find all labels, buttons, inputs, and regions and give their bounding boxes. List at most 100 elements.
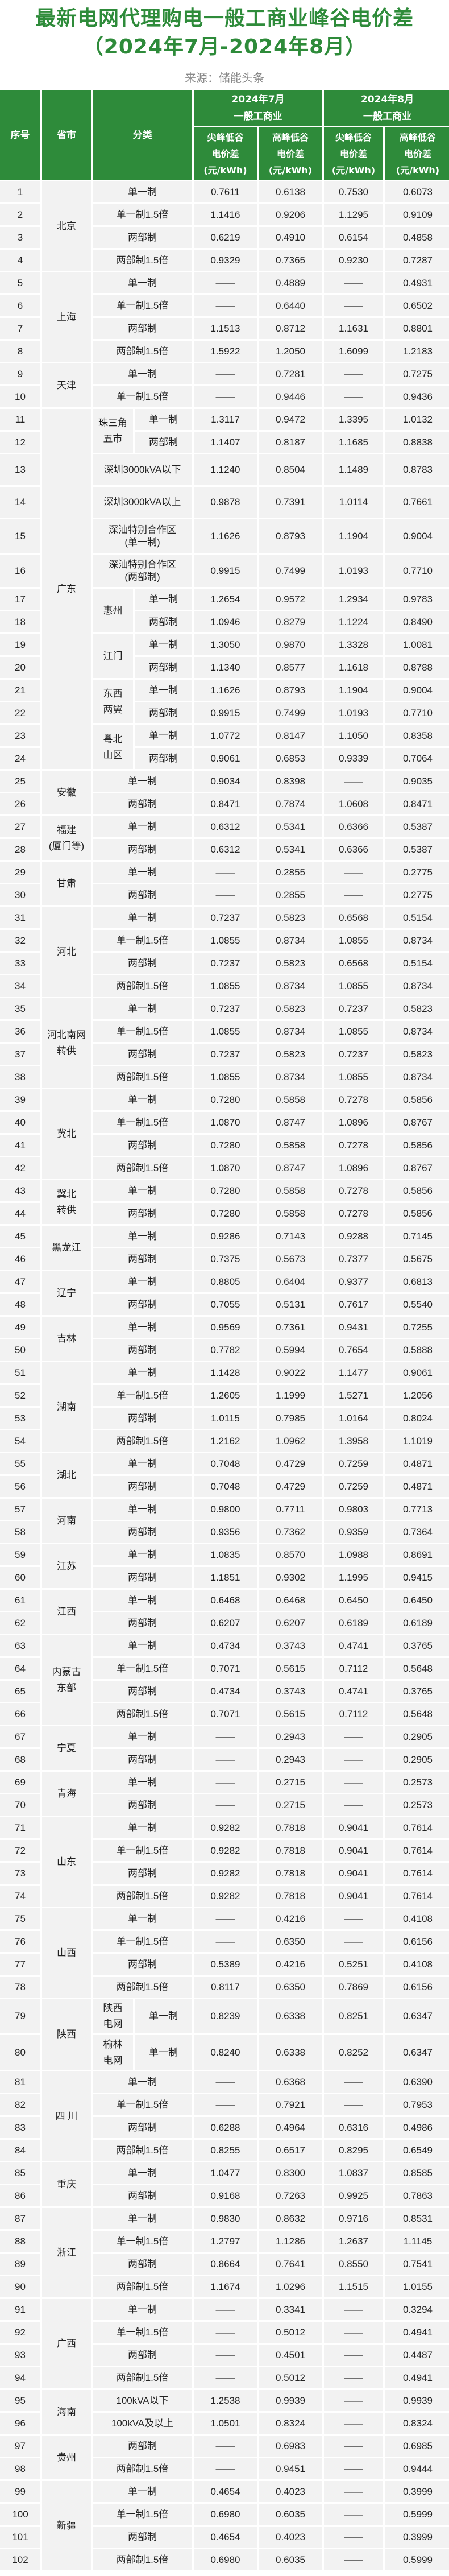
value-aug-high-valley: 0.7710 bbox=[385, 555, 449, 587]
value-aug-peak-valley: 1.0193 bbox=[324, 555, 383, 587]
value-aug-peak-valley: —— bbox=[324, 2322, 383, 2343]
value-aug-peak-valley: 1.1050 bbox=[324, 725, 383, 746]
value-aug-high-valley: 0.5823 bbox=[385, 998, 449, 1019]
value-jul-high-valley: 0.5858 bbox=[259, 1180, 322, 1201]
value-jul-high-valley: 0.7818 bbox=[259, 1886, 322, 1907]
value-aug-high-valley: 0.9004 bbox=[385, 680, 449, 701]
category-cell: 两部制 bbox=[93, 2345, 192, 2366]
value-aug-peak-valley: 0.9925 bbox=[324, 2185, 383, 2206]
value-aug-peak-valley: —— bbox=[324, 2413, 383, 2434]
value-jul-high-valley: 0.5012 bbox=[259, 2322, 322, 2343]
value-aug-peak-valley: 1.2637 bbox=[324, 2231, 383, 2252]
table-row: 82 单一制1.5倍 —— 0.7921 —— 0.7953 bbox=[0, 2094, 449, 2115]
row-number: 53 bbox=[0, 1408, 40, 1429]
row-number: 75 bbox=[0, 1908, 40, 1929]
category-cell: 单一制 bbox=[135, 409, 192, 430]
category-cell: 单一制 bbox=[93, 1362, 192, 1383]
value-jul-high-valley: 0.4910 bbox=[259, 227, 322, 248]
category-cell: 单一制1.5倍 bbox=[93, 1840, 192, 1861]
row-number: 76 bbox=[0, 1931, 40, 1952]
table-row: 29 甘肃 单一制 —— 0.2855 —— 0.2775 bbox=[0, 862, 449, 905]
value-jul-peak-valley: 0.7237 bbox=[194, 998, 257, 1019]
table-row: 12 两部制 1.1407 0.8187 1.1685 0.8838 bbox=[0, 432, 449, 453]
province-cell: 宁夏 bbox=[42, 1726, 91, 1770]
value-jul-peak-valley: 1.0946 bbox=[194, 611, 257, 632]
value-aug-high-valley: 0.7614 bbox=[385, 1886, 449, 1907]
value-jul-peak-valley: —— bbox=[194, 1772, 257, 1793]
table-row: 4 两部制1.5倍 0.9329 0.7365 0.9230 0.7287 bbox=[0, 250, 449, 271]
table-row: 44 两部制 0.7280 0.5858 0.7278 0.5856 bbox=[0, 1203, 449, 1224]
row-number: 102 bbox=[0, 2549, 40, 2570]
value-aug-high-valley: 0.3294 bbox=[385, 2299, 449, 2320]
row-number: 12 bbox=[0, 432, 40, 453]
value-aug-peak-valley: 0.6366 bbox=[324, 839, 383, 860]
value-jul-peak-valley: 0.7375 bbox=[194, 1248, 257, 1270]
category-cell: 两部制 bbox=[93, 2117, 192, 2138]
header-row-months: 序号 省市 分类 2024年7月 一般工商业 2024年8月 一般工商业 bbox=[0, 90, 449, 180]
table-row: 100 单一制1.5倍 0.6980 0.6035 —— 0.5999 bbox=[0, 2504, 449, 2525]
value-jul-high-valley: 0.5673 bbox=[259, 1248, 322, 1270]
value-jul-peak-valley: 0.5389 bbox=[194, 1954, 257, 1975]
value-jul-peak-valley: 1.2162 bbox=[194, 1430, 257, 1452]
category-cell: 两部制1.5倍 bbox=[93, 2458, 192, 2479]
table-row: 95 海南 100kVA以下 1.2538 0.9939 —— 0.9939 bbox=[0, 2390, 449, 2434]
value-jul-high-valley: 0.5012 bbox=[259, 2367, 322, 2388]
value-aug-high-valley: 0.9783 bbox=[385, 589, 449, 610]
row-number: 93 bbox=[0, 2345, 40, 2366]
value-aug-high-valley: 0.4108 bbox=[385, 1908, 449, 1929]
value-aug-peak-valley: 1.1904 bbox=[324, 680, 383, 701]
value-jul-high-valley: 0.8747 bbox=[259, 1112, 322, 1133]
value-aug-high-valley: 1.0132 bbox=[385, 409, 449, 430]
table-row: 1 北京 单一制 0.7611 0.6138 0.7530 0.6073 bbox=[0, 181, 449, 271]
province-cell: 安徽 bbox=[42, 771, 91, 814]
value-aug-peak-valley: 1.1618 bbox=[324, 657, 383, 678]
table-row: 97 贵州 两部制 —— 0.6983 —— 0.6985 bbox=[0, 2436, 449, 2479]
row-number: 94 bbox=[0, 2367, 40, 2388]
category-cell: 单一制1.5倍 bbox=[93, 2504, 192, 2525]
value-jul-high-valley: 0.5341 bbox=[259, 816, 322, 837]
value-jul-high-valley: 1.1286 bbox=[259, 2231, 322, 2252]
category-cell: 单一制1.5倍 bbox=[93, 2094, 192, 2115]
value-aug-peak-valley: —— bbox=[324, 2071, 383, 2093]
table-row: 38 两部制1.5倍 1.0855 0.8734 1.0855 0.8734 bbox=[0, 1066, 449, 1088]
value-jul-peak-valley: 1.1407 bbox=[194, 432, 257, 453]
value-aug-high-valley: 0.3765 bbox=[385, 1635, 449, 1656]
row-number: 72 bbox=[0, 1840, 40, 1861]
value-aug-high-valley: 0.7863 bbox=[385, 2185, 449, 2206]
value-aug-peak-valley: 0.7259 bbox=[324, 1476, 383, 1497]
province-cell: 北京 bbox=[42, 181, 91, 271]
category-cell: 两部制 bbox=[135, 702, 192, 723]
category-cell: 两部制 bbox=[93, 1521, 192, 1543]
value-aug-high-valley: 0.9444 bbox=[385, 2458, 449, 2479]
table-row: 59 江苏 单一制 1.0835 0.8570 1.0988 0.8691 bbox=[0, 1544, 449, 1588]
category-cell: 单一制 bbox=[135, 725, 192, 746]
category-cell: 单一制1.5倍 bbox=[93, 1658, 192, 1679]
value-aug-peak-valley: —— bbox=[324, 2549, 383, 2570]
value-aug-high-valley: 1.1145 bbox=[385, 2231, 449, 2252]
value-aug-high-valley: 0.7255 bbox=[385, 1317, 449, 1338]
province-cell: 四 川 bbox=[42, 2071, 91, 2161]
row-number: 15 bbox=[0, 519, 40, 553]
value-aug-peak-valley: 0.4741 bbox=[324, 1681, 383, 1702]
province-cell: 天津 bbox=[42, 363, 91, 407]
value-jul-high-valley: 1.1999 bbox=[259, 1385, 322, 1406]
value-jul-high-valley: 0.6350 bbox=[259, 1977, 322, 1998]
value-jul-peak-valley: 1.0855 bbox=[194, 1021, 257, 1042]
category-cell: 两部制 bbox=[93, 2436, 192, 2457]
value-aug-peak-valley: —— bbox=[324, 295, 383, 316]
category-cell: 单一制 bbox=[135, 634, 192, 655]
value-jul-high-valley: 0.7143 bbox=[259, 1226, 322, 1247]
value-aug-peak-valley: —— bbox=[324, 1931, 383, 1952]
value-jul-peak-valley: 0.8239 bbox=[194, 1999, 257, 2033]
value-aug-high-valley: 0.5648 bbox=[385, 1658, 449, 1679]
row-number: 90 bbox=[0, 2276, 40, 2297]
value-jul-peak-valley: —— bbox=[194, 1908, 257, 1929]
value-jul-high-valley: 0.8793 bbox=[259, 680, 322, 701]
category-cell: 两部制 bbox=[93, 1954, 192, 1975]
row-number: 43 bbox=[0, 1180, 40, 1201]
category-cell: 单一制 bbox=[93, 1453, 192, 1474]
table-row: 81 四 川单一制 —— 0.6368 —— 0.6390 bbox=[0, 2071, 449, 2161]
category-cell: 两部制 bbox=[135, 611, 192, 632]
row-number: 37 bbox=[0, 1044, 40, 1065]
value-aug-high-valley: 0.8734 bbox=[385, 1066, 449, 1088]
